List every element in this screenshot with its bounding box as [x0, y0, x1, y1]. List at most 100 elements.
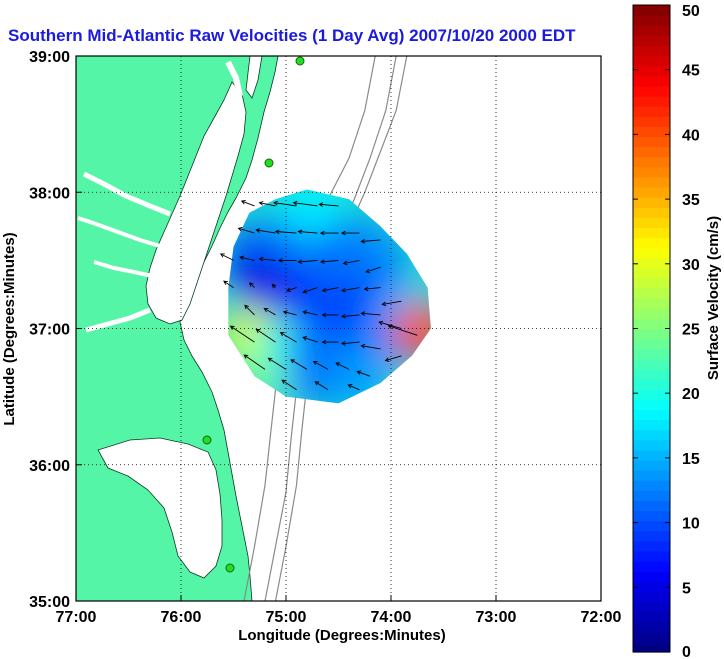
colorbar-swatch: [633, 611, 670, 623]
velocity-vector: [321, 312, 339, 318]
colorbar-tick-label: 25: [682, 322, 700, 339]
colorbar-swatch: [633, 156, 670, 168]
colorbar-tick-label: 45: [682, 63, 700, 80]
colorbar-swatch: [633, 217, 670, 229]
velocity-vector: [255, 328, 276, 343]
colorbar-swatch: [633, 409, 670, 421]
colorbar-swatch: [633, 237, 670, 249]
velocity-vector: [229, 325, 255, 343]
velocity-vector: [258, 256, 276, 262]
colorbar-swatch: [633, 480, 670, 491]
albemarle-sound: [97, 437, 223, 579]
colorbar-tick-label: 35: [682, 192, 700, 209]
velocity-vector: [281, 379, 297, 391]
velocity-vector: [340, 287, 360, 293]
y-axis-label: Latitude (Degrees:Minutes): [1, 232, 18, 425]
colorbar-swatch: [633, 227, 670, 239]
x-tick-label: 75:00: [266, 609, 307, 626]
colorbar-tick-label: 30: [682, 257, 700, 274]
colorbar-swatch: [633, 318, 670, 330]
grid-lines: [76, 56, 601, 601]
velocity-vector: [302, 310, 318, 316]
velocity-vector: [297, 229, 318, 235]
velocity-vector: [290, 359, 308, 370]
velocity-vector: [255, 228, 276, 234]
velocity-vector: [340, 230, 360, 236]
colorbar-swatch: [633, 439, 670, 451]
y-tick-label: 35:00: [29, 594, 70, 611]
colorbar-swatch: [633, 470, 670, 481]
colorbar-swatch: [633, 247, 670, 259]
colorbar-swatch: [633, 35, 670, 47]
velocity-vector: [258, 201, 276, 207]
velocity-vector: [273, 200, 297, 207]
station-marker: [225, 563, 235, 573]
colorbar-swatch: [633, 490, 670, 501]
velocity-vector: [219, 253, 234, 261]
x-tick-label: 74:00: [371, 609, 412, 626]
velocity-vector: [267, 357, 287, 370]
colorbar-tick-label: 0: [682, 644, 691, 659]
x-tick-label: 77:00: [56, 609, 97, 626]
colorbar-swatch: [633, 136, 670, 148]
river-rappahannock: [77, 216, 161, 248]
colorbar-swatch: [633, 197, 670, 208]
station-marker: [202, 435, 212, 445]
colorbar-tick-label: 10: [682, 516, 700, 533]
coverage-layer: [228, 189, 431, 404]
velocity-vector: [279, 332, 297, 343]
velocity-vector: [387, 324, 418, 336]
colorbar-swatch: [633, 399, 670, 410]
colorbar-tick-label: 5: [682, 580, 691, 597]
velocity-vector: [237, 227, 255, 234]
colorbar-swatch: [633, 267, 670, 279]
colorbar-swatch: [633, 55, 670, 67]
colorbar-swatch: [633, 581, 670, 592]
velocity-vector: [292, 200, 318, 207]
velocity-vector: [360, 238, 381, 244]
colorbar-swatch: [633, 186, 670, 198]
colorbar-swatch: [633, 348, 670, 360]
velocity-vector: [312, 360, 329, 370]
colorbar-swatch: [633, 379, 670, 390]
velocity-vector: [342, 259, 360, 266]
colorbar-swatch: [633, 146, 670, 158]
colorbar-swatch: [633, 288, 670, 299]
upper-bay: [225, 60, 243, 97]
velocity-cell: [392, 301, 431, 362]
colorbar-swatch: [633, 368, 670, 380]
colorbar-swatch: [633, 419, 670, 431]
colorbar-swatch: [633, 641, 670, 653]
x-axis-label: Longitude (Degrees:Minutes): [238, 627, 446, 644]
velocity-vector: [356, 370, 371, 377]
velocity-vector: [363, 286, 381, 292]
river-potomac: [82, 171, 171, 217]
station-marker: [295, 56, 305, 66]
velocity-vector: [360, 343, 381, 350]
velocity-vector: [271, 283, 277, 289]
velocity-vector: [223, 280, 234, 288]
velocity-vector: [302, 287, 318, 294]
colorbar-swatch: [633, 429, 670, 441]
velocity-vector: [277, 258, 297, 263]
x-tick-label: 73:00: [476, 609, 517, 626]
colorbar-swatch: [633, 520, 670, 532]
y-tick-label: 36:00: [29, 458, 70, 475]
colorbar-ticks: 0 5 10 15 20 25 30 35 40 45 50: [633, 3, 700, 659]
colorbar-swatch: [633, 277, 670, 289]
colorbar: [632, 4, 671, 653]
river-james: [85, 307, 151, 333]
colorbar-swatch: [633, 449, 670, 461]
colorbar-swatch: [633, 116, 670, 127]
velocity-vector: [297, 259, 318, 265]
colorbar-tick-label: 50: [682, 3, 700, 20]
velocity-vector: [340, 313, 360, 319]
colorbar-swatch: [633, 571, 670, 582]
colorbar-swatch: [633, 15, 670, 26]
colorbar-swatch: [633, 328, 670, 340]
velocity-vector: [240, 200, 255, 207]
colorbar-swatch: [633, 530, 670, 542]
colorbar-swatch: [633, 85, 670, 97]
colorbar-swatch: [633, 540, 670, 552]
colorbar-swatch: [633, 95, 670, 107]
